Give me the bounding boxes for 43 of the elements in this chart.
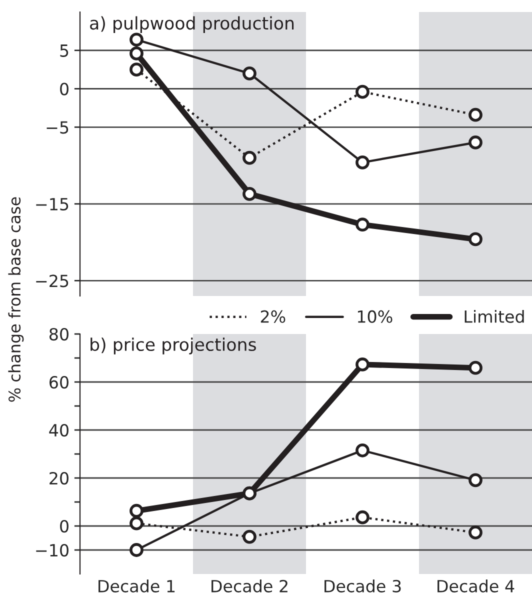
point (356, 218, 370, 232)
point (130, 504, 144, 518)
y-tick-label: 0 (60, 520, 68, 533)
point (468, 232, 482, 246)
point (356, 443, 370, 458)
point (356, 84, 370, 99)
legend-label: Limited (464, 310, 524, 323)
x-tick-label: Decade 3 (324, 580, 401, 592)
y-tick-label: −5 (46, 121, 68, 134)
point (130, 62, 144, 77)
point (130, 543, 144, 557)
point (468, 108, 482, 122)
point (242, 150, 256, 165)
point (468, 526, 482, 540)
y-tick-label: 60 (50, 376, 68, 389)
x-tick-label: Decade 1 (98, 580, 175, 592)
point (242, 66, 256, 80)
y-tick-label: 80 (50, 328, 68, 341)
y-tick-label: 5 (60, 44, 68, 57)
y-tick-label: 40 (49, 424, 68, 437)
y-tick-label: 0 (60, 82, 68, 96)
point (468, 360, 482, 375)
point (130, 516, 144, 530)
y-tick-label: 20 (50, 472, 68, 485)
point (356, 156, 370, 170)
legend-label: 2% (260, 310, 286, 323)
point (468, 136, 482, 150)
point (242, 530, 256, 544)
y-axis-title: % change from base case (8, 197, 24, 402)
point (130, 32, 144, 47)
x-tick-label: Decade 2 (212, 580, 288, 592)
point (356, 358, 370, 372)
chart-title: b) price projections (90, 338, 256, 354)
point (468, 473, 482, 488)
legend-label: 10% (358, 310, 392, 323)
point (242, 186, 256, 201)
y-tick-label: −25 (36, 274, 68, 288)
x-tick-label: Decade 4 (438, 580, 514, 592)
point (356, 510, 370, 524)
y-tick-label: −10 (36, 544, 68, 557)
point (130, 46, 144, 60)
chart-title: a) pulpwood production (90, 16, 294, 34)
y-tick-label: −15 (36, 198, 68, 210)
